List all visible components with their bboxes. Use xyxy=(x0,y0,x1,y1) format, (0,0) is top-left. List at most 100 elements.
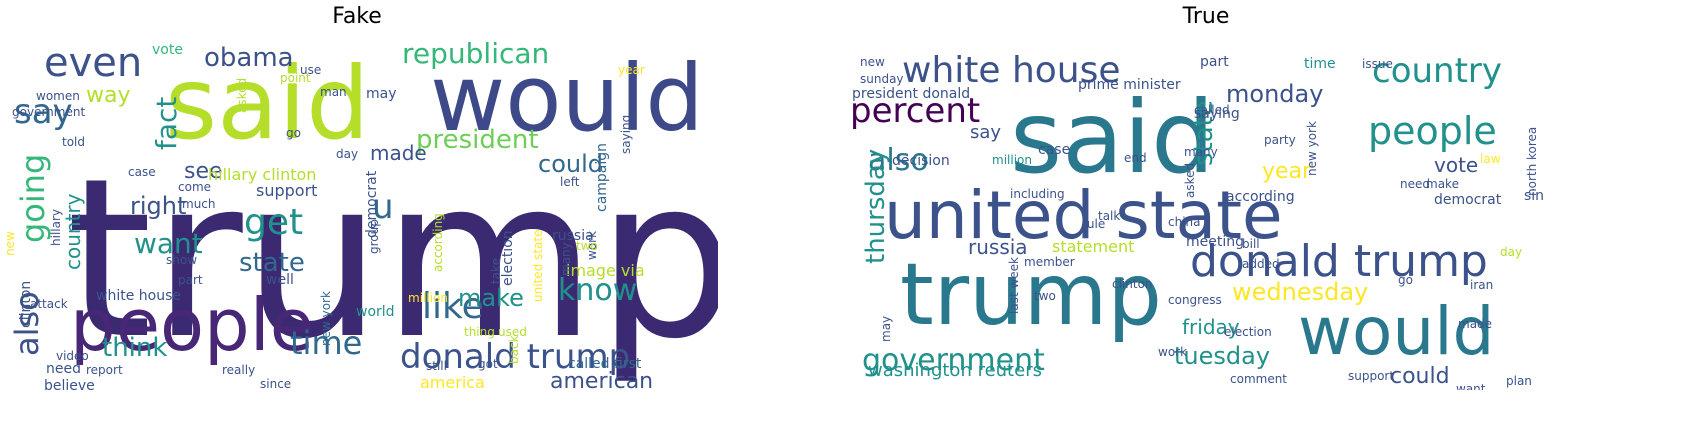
true-word-new: new xyxy=(860,55,885,69)
true-word-time: time xyxy=(1304,56,1336,72)
fake-word-said: said xyxy=(165,45,370,162)
true-word-plan: plan xyxy=(1506,374,1532,388)
fake-word-thing: thing xyxy=(464,325,495,339)
fake-word-fact: fact xyxy=(150,97,183,150)
fake-word-u: u xyxy=(372,187,394,227)
true-word-according: according xyxy=(1226,189,1295,205)
fake-word-going: going xyxy=(14,154,52,243)
fake-word-russia: russia xyxy=(552,228,594,244)
fake-word-state: state xyxy=(239,248,305,278)
true-word-percent: percent xyxy=(850,91,980,131)
true-word-make: make xyxy=(1426,177,1459,191)
fake-word-way: way xyxy=(86,83,131,108)
true-word-go: go xyxy=(1398,273,1413,287)
fake-word-million: million xyxy=(408,291,448,305)
true-word-issue: issue xyxy=(1362,57,1393,71)
fake-word-american: american xyxy=(550,369,653,390)
true-word-year: year xyxy=(1262,159,1312,184)
fake-word-man: man xyxy=(320,85,347,99)
true-word-iran: iran xyxy=(1470,278,1493,292)
true-word-comment: comment xyxy=(1230,372,1287,386)
fake-word-believe: believe xyxy=(44,378,95,390)
fake-word-president: president xyxy=(416,125,539,155)
true-word-say: say xyxy=(970,122,1001,143)
fake-word-know: know xyxy=(558,273,637,308)
fake-word-campaign: campaign xyxy=(594,143,610,212)
fake-word-hillary-clinton: hillary clinton xyxy=(208,165,316,184)
fake-word-republican: republican xyxy=(402,38,549,70)
true-word-many: many xyxy=(1184,145,1218,159)
fake-word-may: may xyxy=(366,86,397,102)
fake-word-two: two xyxy=(576,239,598,253)
fake-word-many: many xyxy=(559,242,573,276)
true-word-trump: trump xyxy=(900,245,1162,345)
true-word-thursday: thursday xyxy=(861,149,891,264)
true-word-russia: russia xyxy=(968,235,1028,259)
true-word-meeting: meeting xyxy=(1186,234,1244,250)
true-word-added: added xyxy=(1242,257,1280,271)
fake-word-work: work xyxy=(585,231,599,260)
fake-word-world: world xyxy=(356,304,395,320)
fake-word-video: video xyxy=(56,349,89,363)
fake-word-group: group xyxy=(367,219,381,254)
true-word-people: people xyxy=(1368,109,1497,153)
fake-word-hillary: hillary xyxy=(49,209,63,246)
true-word-want: want xyxy=(1456,382,1486,390)
fake-word-image-via: image via xyxy=(566,261,645,280)
true-word-would: would xyxy=(1298,293,1494,370)
fake-word-donald-trump: donald trump xyxy=(400,337,630,377)
true-word-including: including xyxy=(1010,187,1065,201)
fake-word-got: got xyxy=(478,357,498,371)
fake-word-make: make xyxy=(458,284,524,312)
fake-word-part: part xyxy=(178,273,203,287)
fake-word-show: show xyxy=(166,253,197,267)
fake-word-would: would xyxy=(430,45,704,152)
fake-word-well: well xyxy=(266,272,294,288)
fake-word-get: get xyxy=(244,202,303,243)
true-word-white-house: white house xyxy=(902,50,1121,91)
fake-word-new-york: new york xyxy=(319,291,333,346)
fake-word-used: used xyxy=(498,325,527,339)
true-word-washington-reuters: washington reuters xyxy=(868,360,1042,381)
fake-word-left: left xyxy=(560,175,580,189)
fake-word-year: year xyxy=(618,63,645,77)
fake-word-really: really xyxy=(222,363,255,377)
fake-word-attack: attack xyxy=(30,297,68,311)
fake-word-government: government xyxy=(12,105,85,119)
true-word-cloud: said united state trump would white house cou… xyxy=(850,38,1544,390)
fake-word-even: even xyxy=(44,40,142,86)
true-word-donald-trump: donald trump xyxy=(1190,236,1488,287)
true-word-two: two xyxy=(1034,289,1056,303)
fake-word-women: women xyxy=(36,89,80,103)
fake-word-country: country xyxy=(61,193,85,270)
true-word-country: country xyxy=(1372,51,1502,91)
fake-word-back: back xyxy=(507,335,521,364)
true-word-president-donald: president donald xyxy=(852,86,970,102)
fake-word-could: could xyxy=(538,150,603,178)
fake-word-want: want xyxy=(134,227,203,260)
fake-word-go: go xyxy=(286,126,301,140)
fake-word-election: election xyxy=(500,230,516,286)
true-word-work: work xyxy=(1158,345,1187,359)
fake-word-like: like xyxy=(422,286,484,327)
fake-panel-title: Fake xyxy=(332,4,382,29)
true-word-last-week: last week xyxy=(1007,257,1021,314)
fake-word-new: new xyxy=(3,231,17,256)
fake-word-cloud: trump said would people even republican obama s… xyxy=(0,38,718,390)
true-word-support: support xyxy=(1348,369,1394,383)
true-word-democrat: democrat xyxy=(1434,192,1502,208)
true-word-called: called xyxy=(1194,103,1230,117)
fake-word-trump: trump xyxy=(66,131,718,387)
true-word-china: china xyxy=(1168,215,1201,229)
true-word-north-korea: north korea xyxy=(1525,127,1539,196)
fake-word-use: use xyxy=(300,63,321,77)
true-word-bill: bill xyxy=(1242,237,1260,251)
fake-word-point: point xyxy=(280,71,311,85)
true-word-vote: vote xyxy=(1434,153,1478,177)
fake-word-case: case xyxy=(128,165,156,179)
true-word-state: state xyxy=(1189,100,1219,166)
true-word-new-york: new york xyxy=(1305,121,1319,176)
true-word-case: case xyxy=(1038,142,1070,158)
true-word-member: member xyxy=(1024,255,1075,269)
